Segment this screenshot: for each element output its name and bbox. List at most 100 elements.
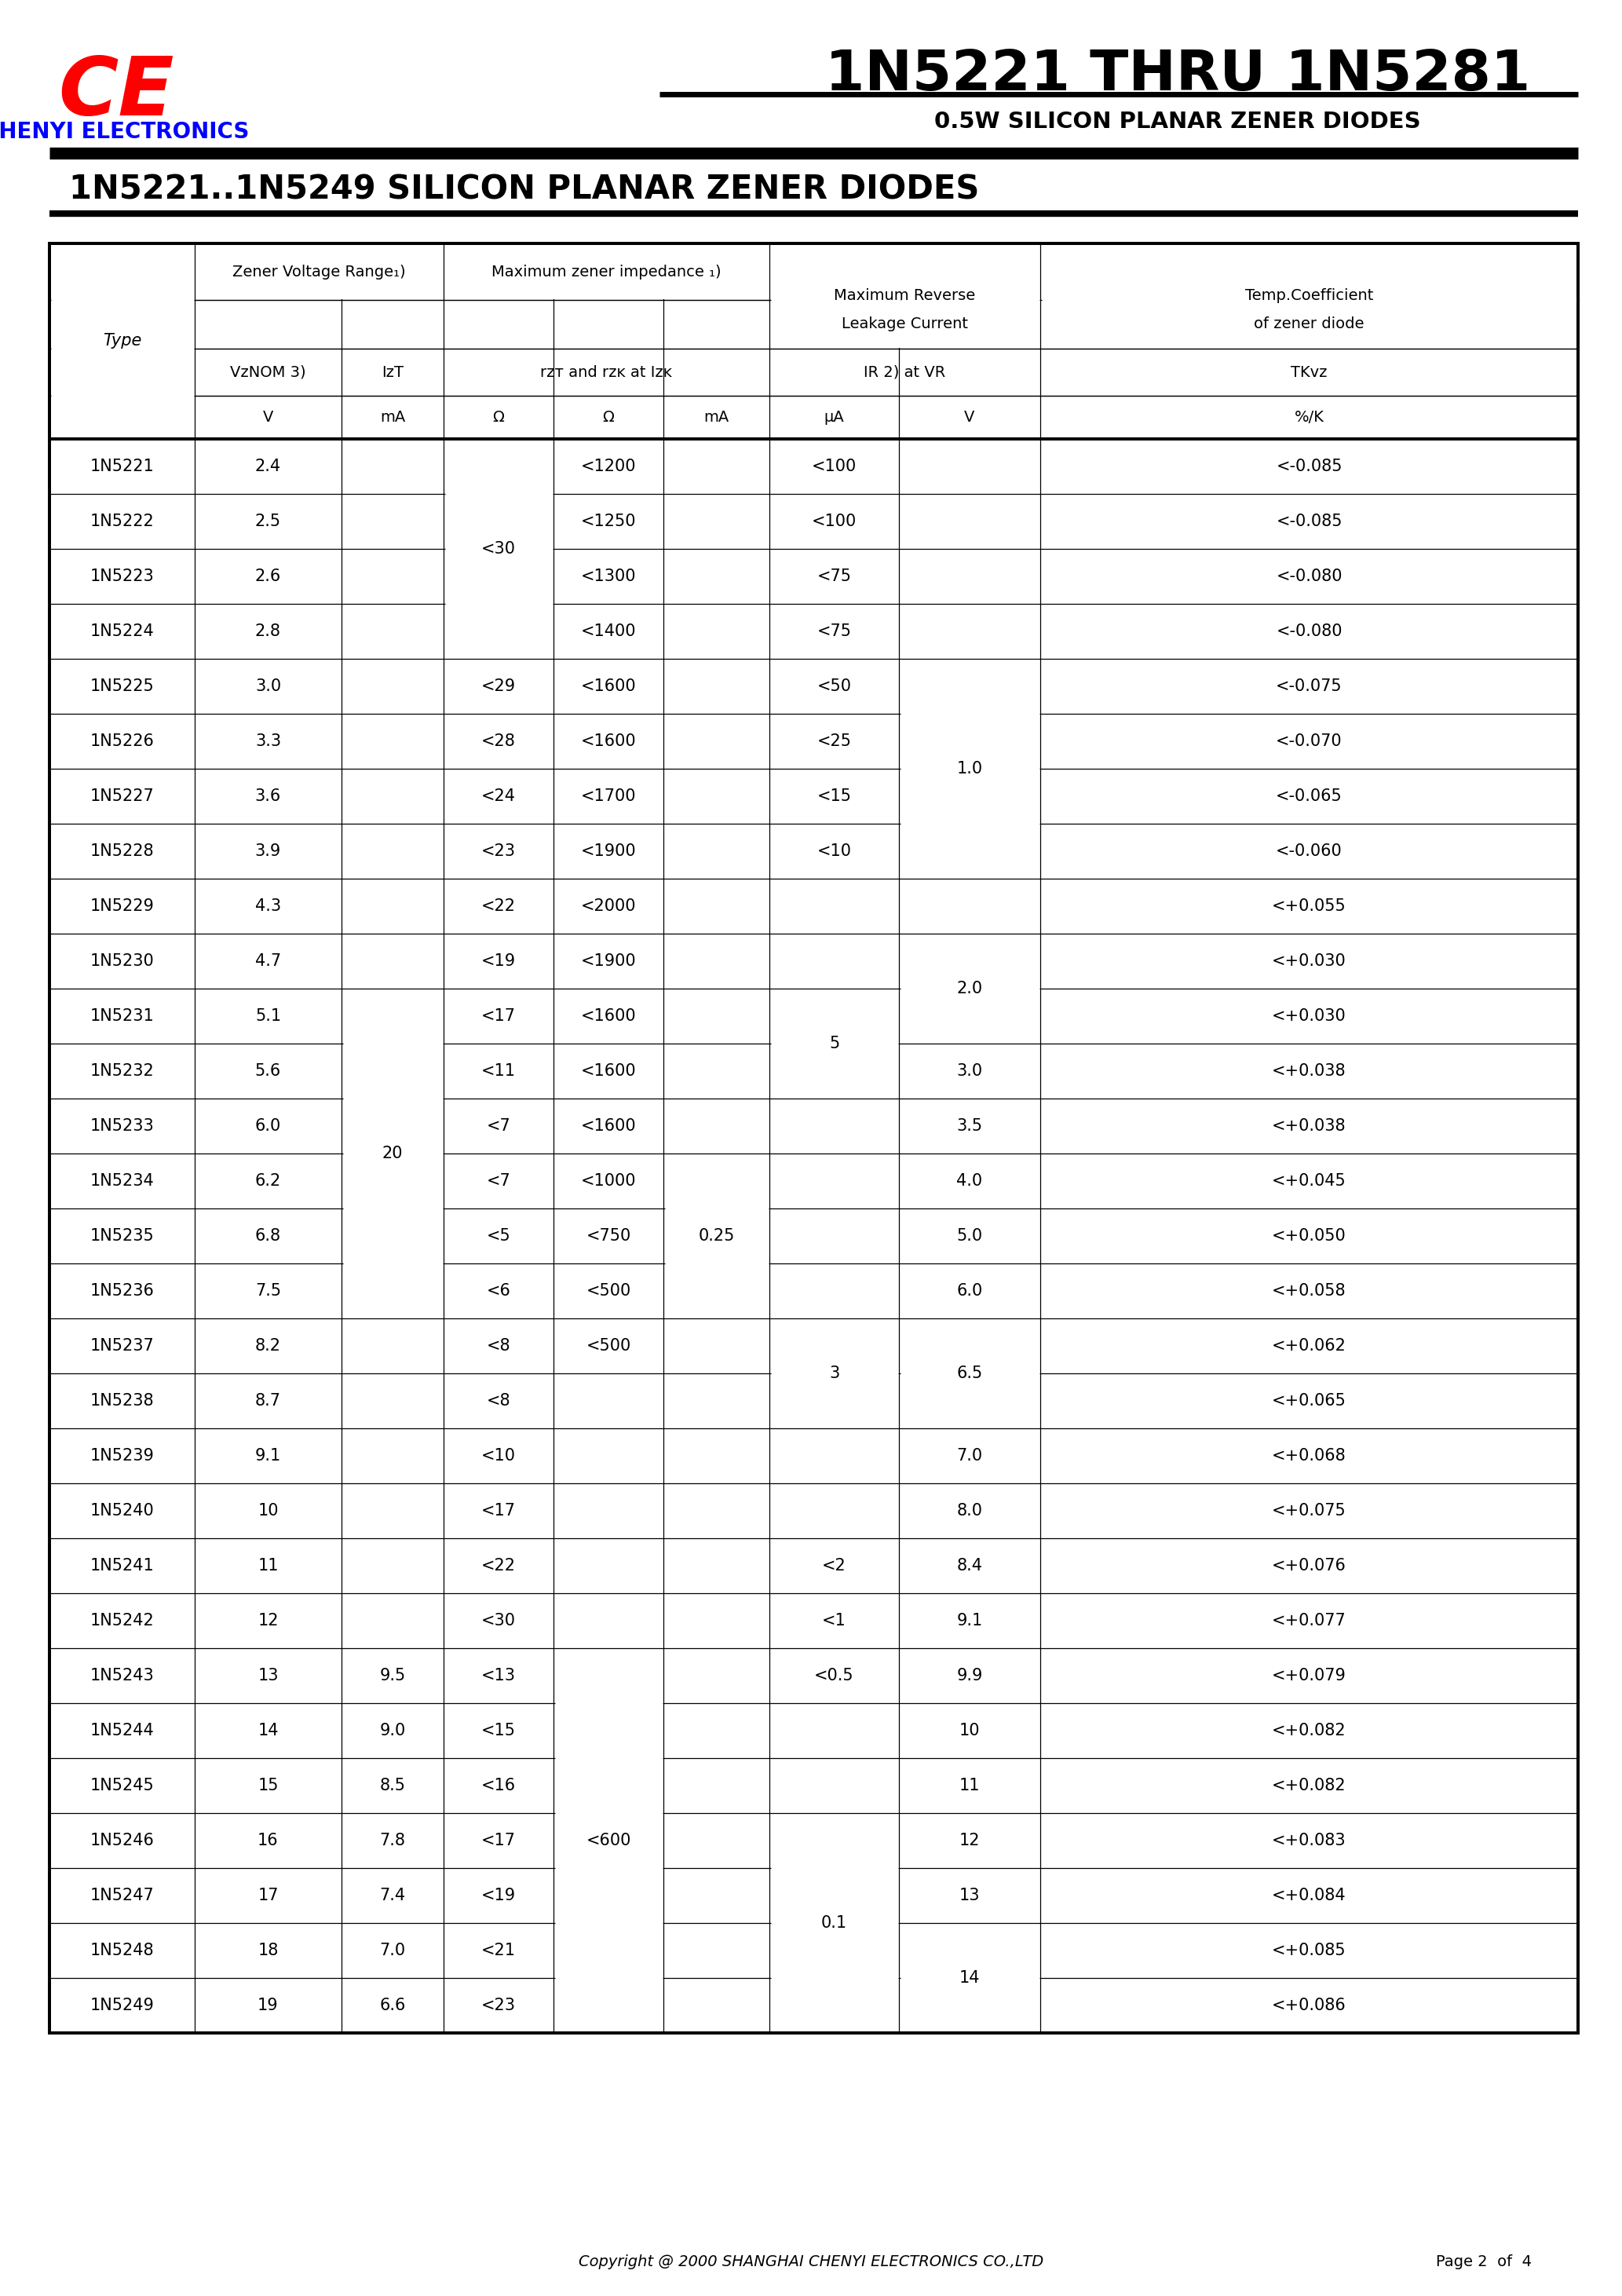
Text: <+0.062: <+0.062	[1272, 1339, 1346, 1355]
Text: 1N5247: 1N5247	[89, 1887, 154, 1903]
Text: Ω: Ω	[493, 411, 504, 425]
Text: 7.0: 7.0	[380, 1942, 406, 1958]
Text: <+0.068: <+0.068	[1272, 1449, 1346, 1463]
Text: 1N5243: 1N5243	[89, 1667, 154, 1683]
Text: 1N5239: 1N5239	[89, 1449, 154, 1463]
Text: <+0.030: <+0.030	[1272, 1008, 1346, 1024]
Text: 1N5223: 1N5223	[89, 569, 154, 583]
Text: <+0.077: <+0.077	[1272, 1612, 1346, 1628]
Text: <+0.045: <+0.045	[1272, 1173, 1346, 1189]
Text: <5: <5	[487, 1228, 511, 1244]
Text: 9.0: 9.0	[380, 1722, 406, 1738]
Text: 1N5222: 1N5222	[89, 514, 154, 530]
Text: <1900: <1900	[581, 953, 636, 969]
Text: 6.8: 6.8	[255, 1228, 281, 1244]
Text: <+0.086: <+0.086	[1272, 1998, 1346, 2014]
Text: 9.5: 9.5	[380, 1667, 406, 1683]
Text: <+0.055: <+0.055	[1272, 898, 1346, 914]
Text: <1600: <1600	[581, 732, 636, 748]
Text: <+0.050: <+0.050	[1272, 1228, 1346, 1244]
Text: 2.8: 2.8	[255, 625, 281, 638]
Text: 2.0: 2.0	[957, 980, 983, 996]
Text: 1N5246: 1N5246	[89, 1832, 154, 1848]
Text: <75: <75	[817, 625, 852, 638]
Text: <8: <8	[487, 1394, 511, 1410]
Text: μA: μA	[824, 411, 845, 425]
Text: <+0.038: <+0.038	[1272, 1063, 1346, 1079]
Text: <22: <22	[482, 898, 516, 914]
Text: <24: <24	[482, 788, 516, 804]
Text: 5.0: 5.0	[957, 1228, 983, 1244]
Text: 7.5: 7.5	[255, 1283, 281, 1300]
Text: 4.7: 4.7	[255, 953, 281, 969]
Text: 7.0: 7.0	[957, 1449, 983, 1463]
Text: <6: <6	[487, 1283, 511, 1300]
Text: <7: <7	[487, 1173, 511, 1189]
Text: 1N5249: 1N5249	[89, 1998, 154, 2014]
Text: <13: <13	[482, 1667, 516, 1683]
Text: Type: Type	[102, 333, 141, 349]
Text: <1700: <1700	[581, 788, 636, 804]
Text: <+0.083: <+0.083	[1272, 1832, 1346, 1848]
Text: <1600: <1600	[581, 1008, 636, 1024]
Text: 9.1: 9.1	[957, 1612, 983, 1628]
Text: mA: mA	[380, 411, 406, 425]
Text: Page 2  of  4: Page 2 of 4	[1435, 2255, 1531, 2268]
Text: 1N5224: 1N5224	[89, 625, 154, 638]
Text: <-0.085: <-0.085	[1277, 459, 1343, 475]
Text: 8.4: 8.4	[957, 1559, 983, 1573]
Text: <-0.080: <-0.080	[1277, 569, 1343, 583]
Text: <100: <100	[811, 459, 856, 475]
Text: <19: <19	[482, 1887, 516, 1903]
Text: TKvz: TKvz	[1291, 365, 1327, 379]
Text: <+0.058: <+0.058	[1272, 1283, 1346, 1300]
Text: <+0.075: <+0.075	[1272, 1504, 1346, 1518]
Text: <1400: <1400	[581, 625, 636, 638]
Text: <500: <500	[586, 1339, 631, 1355]
Text: <7: <7	[487, 1118, 511, 1134]
Text: Ω: Ω	[603, 411, 615, 425]
Text: 1N5248: 1N5248	[91, 1942, 154, 1958]
Text: 1N5228: 1N5228	[91, 843, 154, 859]
Text: 16: 16	[258, 1832, 279, 1848]
Text: 12: 12	[959, 1832, 980, 1848]
Text: 10: 10	[959, 1722, 980, 1738]
Text: <1000: <1000	[581, 1173, 636, 1189]
Text: <75: <75	[817, 569, 852, 583]
Text: 14: 14	[959, 1970, 980, 1986]
Text: <600: <600	[586, 1832, 631, 1848]
Text: <30: <30	[482, 542, 516, 556]
Text: 2.5: 2.5	[255, 514, 281, 530]
Text: <17: <17	[482, 1008, 516, 1024]
Text: <+0.079: <+0.079	[1272, 1667, 1346, 1683]
Text: <2: <2	[822, 1559, 847, 1573]
Text: 1.0: 1.0	[957, 760, 983, 776]
Text: 1N5235: 1N5235	[89, 1228, 154, 1244]
Text: <-0.060: <-0.060	[1277, 843, 1343, 859]
Text: 20: 20	[383, 1146, 402, 1162]
Text: Maximum Reverse: Maximum Reverse	[834, 289, 975, 303]
Text: 1N5242: 1N5242	[89, 1612, 154, 1628]
Text: 6.0: 6.0	[255, 1118, 281, 1134]
Text: 2.4: 2.4	[255, 459, 281, 475]
Text: <+0.065: <+0.065	[1272, 1394, 1346, 1410]
Text: 19: 19	[258, 1998, 279, 2014]
Text: 3.5: 3.5	[957, 1118, 983, 1134]
Text: 8.0: 8.0	[957, 1504, 983, 1518]
Text: 3.0: 3.0	[957, 1063, 983, 1079]
Text: 3.9: 3.9	[255, 843, 281, 859]
Text: 2.6: 2.6	[255, 569, 281, 583]
Text: <30: <30	[482, 1612, 516, 1628]
Text: <29: <29	[482, 677, 516, 693]
Text: <21: <21	[482, 1942, 516, 1958]
Text: <10: <10	[482, 1449, 516, 1463]
Text: 8.7: 8.7	[255, 1394, 281, 1410]
Text: 5.6: 5.6	[255, 1063, 281, 1079]
Text: 3.0: 3.0	[255, 677, 281, 693]
Text: Temp.Coefficient: Temp.Coefficient	[1246, 289, 1374, 303]
Text: 1N5244: 1N5244	[89, 1722, 154, 1738]
Text: <0.5: <0.5	[814, 1667, 855, 1683]
Text: <100: <100	[811, 514, 856, 530]
Text: <500: <500	[586, 1283, 631, 1300]
Text: 1N5240: 1N5240	[89, 1504, 154, 1518]
